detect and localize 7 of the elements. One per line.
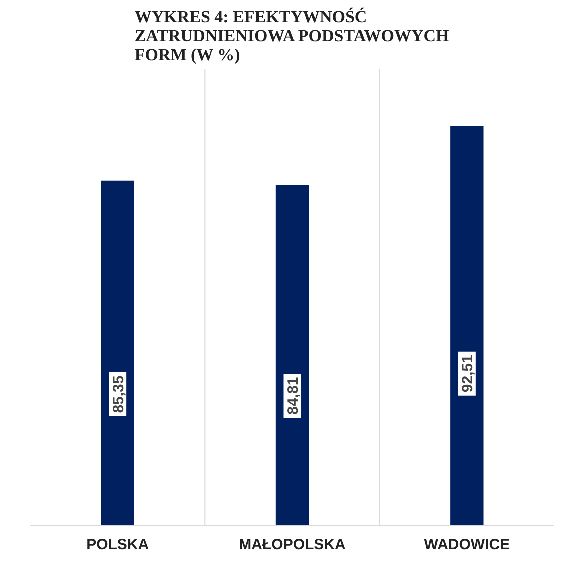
- data-label: 92,51: [460, 355, 477, 393]
- data-label: 85,35: [110, 376, 128, 414]
- data-label: 84,81: [285, 377, 302, 415]
- x-tick-label: WADOWICE: [424, 536, 510, 554]
- x-tick-label: POLSKA: [86, 536, 150, 554]
- x-tick-label: MAŁOPOLSKA: [239, 536, 346, 554]
- chart-title: WYKRES 4: EFEKTYWNOŚĆ ZATRUDNIENIOWA PODSTAWOWYCH FORM (W %): [134, 8, 450, 64]
